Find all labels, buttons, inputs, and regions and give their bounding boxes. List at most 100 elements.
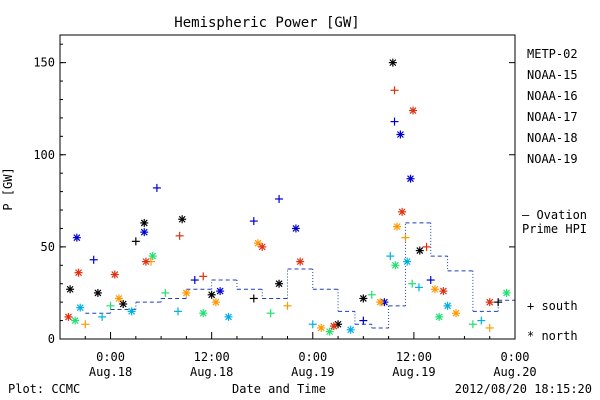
y-tick-label: 0 [48,332,55,346]
north-marker [398,207,407,216]
north-marker [74,268,83,277]
x-tick-time: 12:00 [396,350,432,364]
timestamp: 2012/08/20 18:15:20 [455,382,592,396]
ovation-legend: Prime HPI [522,222,587,236]
north-marker [435,312,444,321]
plot-frame [59,34,516,340]
plot-area [64,58,516,336]
south-marker [106,301,115,310]
south-marker [414,283,423,292]
plot-credit: Plot: CCMC [8,382,80,396]
north-marker [258,242,267,251]
north-marker [93,288,102,297]
north-marker [430,285,439,294]
north-marker [403,257,412,266]
north-marker [178,215,187,224]
north-marker [140,218,149,227]
south-marker [89,255,98,264]
north-marker [388,58,397,67]
x-tick-date: Aug.19 [291,365,334,379]
north-marker [317,323,326,332]
axes: 0501001500:00Aug.1812:00Aug.180:00Aug.19… [33,43,537,379]
legend: METP-02 NOAA-15 NOAA-16 NOAA-17 NOAA-18 NOAA-… [522,47,587,343]
ovation-series [85,222,516,329]
north-marker [71,316,80,325]
south-marker [401,233,410,242]
north-marker [148,252,157,261]
x-tick-date: Aug.20 [493,365,536,379]
x-tick-time: 0:00 [298,350,327,364]
south-marker [249,217,258,226]
north-marker [391,261,400,270]
series-metp-02 [66,58,503,329]
x-axis-label: Date and Time [232,382,326,396]
north-marker [439,287,448,296]
series-noaa-18 [81,222,494,332]
north-marker [216,287,225,296]
north-marker [207,290,216,299]
north-marker [114,294,123,303]
south-marker [359,316,368,325]
south-marker [266,309,275,318]
south-marker [494,298,503,307]
north-marker [72,233,81,242]
north-marker [485,298,494,307]
north-marker [119,299,128,308]
south-marker [199,272,208,281]
south-marker [283,301,292,310]
north-marker [76,303,85,312]
north-marker [396,130,405,139]
north-marker [296,257,305,266]
south-marker [190,276,199,285]
north-marker [406,174,415,183]
south-marker [367,290,376,299]
y-axis-label: P [GW] [1,167,15,210]
series-noaa-19 [64,86,494,331]
north-marker [334,320,343,329]
x-tick-date: Aug.18 [89,365,132,379]
south-marker [173,307,182,316]
legend-entry: NOAA-15 [527,68,578,82]
north-marker [359,294,368,303]
north-marker [141,257,150,266]
legend-entry: METP-02 [527,47,578,61]
south-marker [161,288,170,297]
north-marker [346,325,355,334]
north-marker [275,279,284,288]
north-marker [224,312,233,321]
y-tick-label: 100 [33,148,55,162]
series-noaa-15 [72,117,435,325]
south-marker [131,237,140,246]
y-tick-label: 150 [33,56,55,70]
south-marker [485,323,494,332]
legend-entry: NOAA-19 [527,152,578,166]
north-marker [182,288,191,297]
x-tick-time: 0:00 [501,350,530,364]
north-marker [211,298,220,307]
x-tick-date: Aug.18 [190,365,233,379]
legend-entry: NOAA-16 [527,89,578,103]
series-noaa-16 [76,252,486,334]
north-marker [127,307,136,316]
south-marker [408,279,417,288]
south-marker [308,320,317,329]
north-marker [64,312,73,321]
ovation-legend: — Ovation [522,208,587,222]
legend-entry: NOAA-17 [527,110,578,124]
north-marker [452,309,461,318]
south-marker [477,316,486,325]
north-marker [376,298,385,307]
x-tick-time: 0:00 [96,350,125,364]
north-marker [443,301,452,310]
north-marker [409,106,418,115]
south-marker [386,252,395,261]
x-tick-time: 12:00 [194,350,230,364]
symbol-legend-south: + south [527,299,578,313]
south-marker [81,320,90,329]
north-marker [291,224,300,233]
south-marker [422,242,431,251]
north-marker [325,327,334,336]
north-marker [140,228,149,237]
south-marker [390,86,399,95]
